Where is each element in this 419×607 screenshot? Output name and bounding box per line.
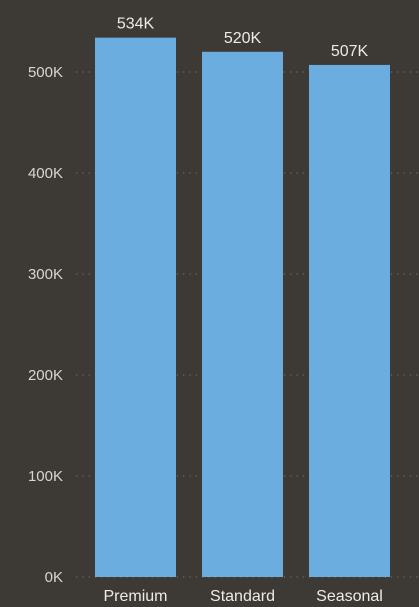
y-tick-label: 100K [28,468,63,485]
x-axis: Premium Standard Seasonal [103,588,382,605]
bar-premium[interactable] [95,37,176,578]
y-tick-label: 300K [28,266,63,283]
y-tick-label: 400K [28,165,63,182]
x-tick-label: Seasonal [316,588,383,605]
bars [95,37,390,578]
x-tick-label: Premium [103,588,167,605]
y-axis: 0K 100K 200K 300K 400K 500K [28,64,63,586]
data-labels: 534K 520K 507K [117,16,369,60]
data-label: 520K [224,30,262,47]
bar-standard[interactable] [202,51,283,578]
data-label: 507K [331,43,369,60]
x-tick-label: Standard [210,588,275,605]
data-label: 534K [117,16,155,33]
y-tick-label: 0K [45,569,63,586]
bar-seasonal[interactable] [309,64,390,578]
y-tick-label: 500K [28,64,63,81]
y-tick-label: 200K [28,367,63,384]
